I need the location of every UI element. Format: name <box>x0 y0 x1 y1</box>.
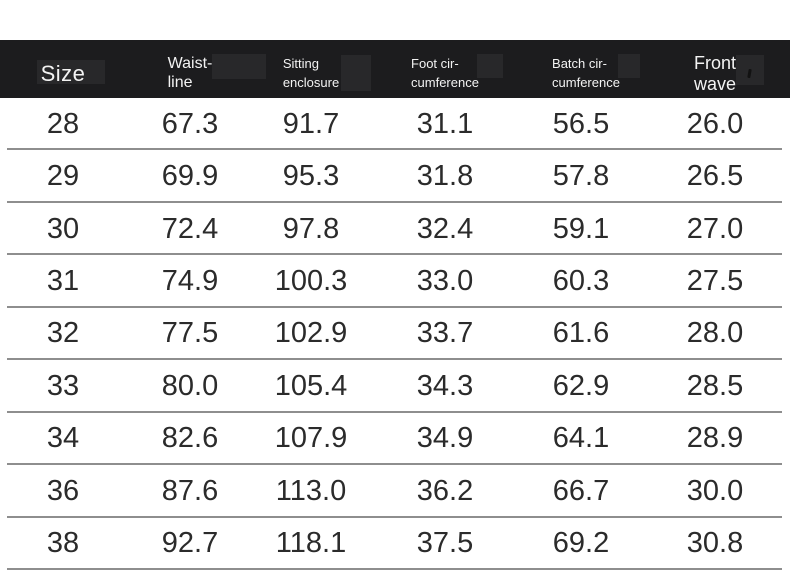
table-cell-sitting-enclosure: 100.3 <box>274 265 348 298</box>
table-cell-waistline: 92.7 <box>161 527 219 560</box>
table-cell-batch-circumference: 60.3 <box>552 265 610 298</box>
header-cell-sitting-enclosure: Sitting enclosure <box>254 40 372 98</box>
header-label-foot-circumference: Foot cir- cumference <box>411 54 503 93</box>
table-cell-foot-circumference: 33.0 <box>416 265 474 298</box>
table-cell-foot-circumference: 34.3 <box>416 369 474 402</box>
table-cell-size: 36 <box>46 474 80 507</box>
table-cell-foot-circumference: 31.8 <box>416 160 474 193</box>
table-cell-sitting-enclosure: 105.4 <box>274 369 348 402</box>
header-label-front-wave: Front wave <box>693 53 765 94</box>
table-cell-batch-circumference: 59.1 <box>552 212 610 245</box>
table-row: 31 74.9 100.3 33.0 60.3 27.5 <box>0 255 790 309</box>
header-text: Waist- <box>167 55 213 73</box>
header-text: Batch cir- <box>552 56 607 72</box>
header-label-waistline: Waist- line <box>167 54 266 93</box>
table-cell-batch-circumference: 61.6 <box>552 317 610 350</box>
header-text: wave <box>693 74 737 94</box>
header-text: Front <box>693 53 736 74</box>
table-cell-size: 38 <box>46 527 80 560</box>
table-cell-sitting-enclosure: 107.9 <box>274 422 348 455</box>
table-cell-waistline: 67.3 <box>161 107 219 140</box>
table-cell-size: 32 <box>46 317 80 350</box>
table-row: 36 87.6 113.0 36.2 66.7 30.0 <box>0 465 790 518</box>
table-cell-sitting-enclosure: 118.1 <box>275 527 347 560</box>
table-cell-waistline: 87.6 <box>161 474 219 507</box>
table-cell-foot-circumference: 34.9 <box>416 422 474 455</box>
table-cell-waistline: 82.6 <box>161 422 219 455</box>
table-row: 28 67.3 91.7 31.1 56.5 26.0 <box>0 98 790 151</box>
table-row: 29 69.9 95.3 31.8 57.8 26.5 <box>0 150 790 204</box>
header-label-size: Size <box>36 59 106 86</box>
table-row: 32 77.5 102.9 33.7 61.6 28.0 <box>0 308 790 361</box>
table-cell-size: 33 <box>46 369 80 402</box>
table-cell-batch-circumference: 56.5 <box>552 107 610 140</box>
table-cell-waistline: 80.0 <box>161 369 219 402</box>
header-cell-front-wave: Front wave <box>640 40 790 98</box>
header-text: cumference <box>411 75 479 90</box>
table-cell-front-wave: 26.0 <box>686 107 744 140</box>
header-cell-foot-circumference: Foot cir- cumference <box>368 40 522 98</box>
table-cell-front-wave: 27.5 <box>686 265 744 298</box>
header-cell-batch-circumference: Batch cir- cumference <box>522 40 640 98</box>
table-cell-waistline: 72.4 <box>161 212 219 245</box>
table-cell-foot-circumference: 31.1 <box>416 107 474 140</box>
table-cell-sitting-enclosure: 113.0 <box>275 474 347 507</box>
table-cell-sitting-enclosure: 97.8 <box>282 212 340 245</box>
table-cell-front-wave: 28.5 <box>686 369 744 402</box>
table-cell-front-wave: 26.5 <box>686 160 744 193</box>
table-cell-sitting-enclosure: 102.9 <box>274 317 348 350</box>
header-cell-waistline: Waist- line <box>126 40 266 98</box>
table-cell-batch-circumference: 62.9 <box>552 369 610 402</box>
table-row: 34 82.6 107.9 34.9 64.1 28.9 <box>0 413 790 466</box>
table-cell-front-wave: 27.0 <box>686 212 744 245</box>
header-label-sitting-enclosure: Sitting enclosure <box>282 55 372 93</box>
table-cell-batch-circumference: 69.2 <box>552 527 610 560</box>
header-text: cumference <box>552 75 620 90</box>
table-cell-batch-circumference: 64.1 <box>552 422 610 455</box>
table-cell-waistline: 77.5 <box>161 317 219 350</box>
table-cell-foot-circumference: 37.5 <box>416 527 474 560</box>
table-cell-waistline: 74.9 <box>161 265 219 298</box>
table-cell-front-wave: 30.8 <box>686 527 744 560</box>
table-cell-front-wave: 28.0 <box>686 317 744 350</box>
header-text: Foot cir- <box>411 56 459 72</box>
header-text: line <box>167 74 193 91</box>
header-text: enclosure <box>282 75 340 90</box>
table-cell-size: 28 <box>46 107 80 140</box>
table-cell-size: 29 <box>46 160 80 193</box>
table-row: 30 72.4 97.8 32.4 59.1 27.0 <box>0 203 790 256</box>
header-cell-size: Size <box>0 40 126 98</box>
table-row: 38 92.7 118.1 37.5 69.2 30.8 <box>0 518 790 571</box>
table-cell-foot-circumference: 32.4 <box>416 212 474 245</box>
table-cell-size: 34 <box>46 422 80 455</box>
table-cell-batch-circumference: 57.8 <box>552 160 610 193</box>
table-cell-foot-circumference: 36.2 <box>416 474 474 507</box>
artifact-tick-icon <box>747 69 752 79</box>
table-row: 33 80.0 105.4 34.3 62.9 28.5 <box>0 360 790 414</box>
table-body: 28 67.3 91.7 31.1 56.5 26.0 29 69.9 95.3… <box>0 98 790 571</box>
header-label-batch-circumference: Batch cir- cumference <box>552 54 640 93</box>
header-text: Sitting <box>282 56 319 72</box>
table-cell-front-wave: 28.9 <box>686 422 744 455</box>
table-header-row: Size Waist- line Sitting enclosure Foot … <box>0 40 790 98</box>
table-cell-foot-circumference: 33.7 <box>416 317 474 350</box>
table-cell-waistline: 69.9 <box>161 160 219 193</box>
header-text: Size <box>40 60 86 86</box>
table-cell-front-wave: 30.0 <box>686 474 744 507</box>
table-cell-sitting-enclosure: 91.7 <box>282 107 340 140</box>
table-cell-batch-circumference: 66.7 <box>552 474 610 507</box>
table-cell-size: 31 <box>46 265 80 298</box>
table-cell-sitting-enclosure: 95.3 <box>282 160 340 193</box>
table-cell-size: 30 <box>46 212 80 245</box>
